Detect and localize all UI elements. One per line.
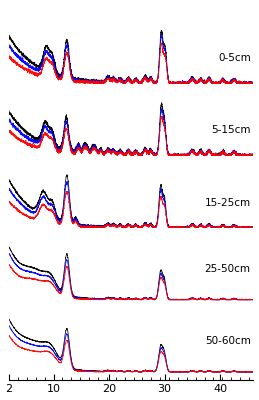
- Text: 15-25cm: 15-25cm: [205, 198, 251, 208]
- Text: 0-5cm: 0-5cm: [218, 53, 251, 63]
- Text: 5-15cm: 5-15cm: [211, 126, 251, 136]
- Text: 25-50cm: 25-50cm: [205, 264, 251, 274]
- Text: 50-60cm: 50-60cm: [205, 336, 251, 346]
